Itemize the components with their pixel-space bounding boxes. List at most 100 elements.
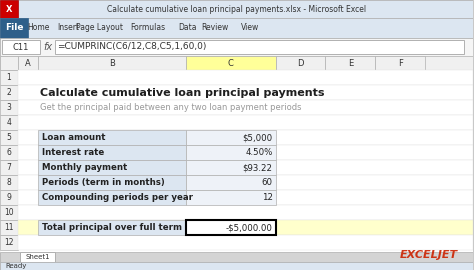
Bar (0, 38, 473, 56)
Bar (18, 56, 38, 70)
Bar (18, 175, 473, 190)
Bar (0, 85, 18, 100)
Bar (18, 160, 473, 175)
Bar (186, 220, 275, 235)
Bar (0, 220, 18, 235)
Bar (326, 56, 375, 70)
Bar (0, 70, 18, 85)
Text: E: E (348, 59, 353, 68)
Text: fx: fx (43, 42, 53, 52)
Bar (18, 190, 473, 205)
Text: 12: 12 (4, 238, 14, 247)
Bar (38, 220, 186, 235)
Text: Calculate cumulative loan principal payments: Calculate cumulative loan principal paym… (40, 87, 324, 97)
Bar (0, 0, 473, 18)
Text: Loan amount: Loan amount (42, 133, 105, 142)
Text: Total principal over full term: Total principal over full term (42, 223, 182, 232)
Bar (38, 145, 186, 160)
Text: Periods (term in months): Periods (term in months) (42, 178, 164, 187)
Text: EXCELJET: EXCELJET (400, 250, 457, 260)
Bar (186, 145, 275, 160)
Text: View: View (240, 23, 259, 32)
Text: D: D (297, 59, 304, 68)
Text: 7: 7 (7, 163, 11, 172)
Text: Data: Data (178, 23, 197, 32)
Bar (2, 40, 40, 54)
Bar (18, 100, 473, 115)
Bar (186, 160, 275, 175)
Bar (18, 130, 473, 145)
Bar (38, 56, 186, 70)
Bar (0, 262, 473, 270)
Text: File: File (5, 23, 23, 32)
Bar (186, 190, 275, 205)
Bar (18, 145, 473, 160)
Bar (0, 56, 473, 252)
Bar (38, 160, 186, 175)
Bar (0, 145, 18, 160)
Text: Insert: Insert (57, 23, 79, 32)
Bar (186, 130, 275, 145)
Text: 5: 5 (7, 133, 11, 142)
Text: 1: 1 (7, 73, 11, 82)
Bar (0, 190, 18, 205)
Text: A: A (25, 59, 31, 68)
Text: 2: 2 (7, 88, 11, 97)
Text: 3: 3 (7, 103, 11, 112)
Text: 6: 6 (7, 148, 11, 157)
Text: X: X (6, 5, 12, 14)
Bar (0, 252, 473, 262)
Text: 4: 4 (7, 118, 11, 127)
Bar (18, 220, 473, 235)
Bar (38, 130, 186, 145)
Text: Review: Review (201, 23, 228, 32)
Bar (0, 115, 18, 130)
Text: 60: 60 (262, 178, 273, 187)
Text: Formulas: Formulas (130, 23, 165, 32)
Bar (20, 252, 55, 262)
Bar (0, 0, 18, 18)
Bar (0, 160, 18, 175)
Bar (0, 18, 28, 38)
Text: F: F (398, 59, 403, 68)
Text: $5,000: $5,000 (242, 133, 273, 142)
Bar (18, 235, 473, 250)
Bar (0, 205, 18, 220)
Bar (0, 56, 473, 70)
Bar (0, 18, 473, 38)
Text: 4.50%: 4.50% (245, 148, 273, 157)
Bar (275, 56, 326, 70)
Text: Interest rate: Interest rate (42, 148, 104, 157)
Bar (0, 130, 18, 145)
Text: 8: 8 (7, 178, 11, 187)
Bar (38, 190, 186, 205)
Text: C: C (228, 59, 234, 68)
Text: B: B (109, 59, 115, 68)
Text: 12: 12 (262, 193, 273, 202)
Text: Get the principal paid between any two loan payment periods: Get the principal paid between any two l… (40, 103, 301, 112)
Text: Ready: Ready (5, 263, 27, 269)
Bar (375, 56, 425, 70)
Text: Monthly payment: Monthly payment (42, 163, 127, 172)
Bar (18, 115, 473, 130)
Text: 9: 9 (7, 193, 11, 202)
Bar (18, 70, 473, 85)
Text: Sheet1: Sheet1 (26, 254, 50, 260)
Bar (0, 235, 18, 250)
Bar (55, 40, 464, 54)
Bar (0, 100, 18, 115)
Text: Home: Home (27, 23, 49, 32)
Bar (186, 56, 275, 70)
Text: Page Layout: Page Layout (76, 23, 123, 32)
Bar (0, 56, 18, 70)
Text: Calculate cumulative loan principal payments.xlsx - Microsoft Excel: Calculate cumulative loan principal paym… (107, 5, 366, 14)
Bar (38, 175, 186, 190)
Text: 10: 10 (4, 208, 14, 217)
Text: $93.22: $93.22 (243, 163, 273, 172)
Bar (18, 85, 473, 100)
Text: C11: C11 (13, 42, 29, 52)
Text: Compounding periods per year: Compounding periods per year (42, 193, 193, 202)
Bar (0, 175, 18, 190)
Text: =CUMPRINC(C6/12,C8,C5,1,60,0): =CUMPRINC(C6/12,C8,C5,1,60,0) (57, 42, 206, 52)
Bar (186, 175, 275, 190)
